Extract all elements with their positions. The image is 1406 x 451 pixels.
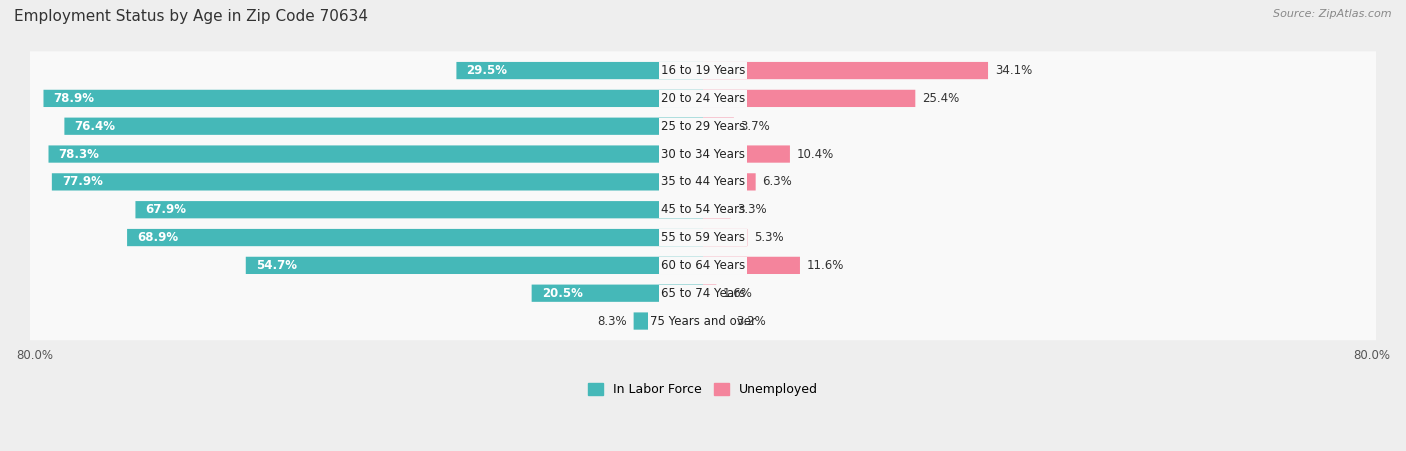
FancyBboxPatch shape: [65, 118, 703, 135]
Text: 6.3%: 6.3%: [762, 175, 792, 189]
FancyBboxPatch shape: [246, 257, 703, 274]
FancyBboxPatch shape: [703, 90, 915, 107]
Text: Source: ZipAtlas.com: Source: ZipAtlas.com: [1274, 9, 1392, 19]
Text: 8.3%: 8.3%: [598, 314, 627, 327]
FancyBboxPatch shape: [48, 145, 703, 163]
Text: 45 to 54 Years: 45 to 54 Years: [661, 203, 745, 216]
Text: 20 to 24 Years: 20 to 24 Years: [661, 92, 745, 105]
Legend: In Labor Force, Unemployed: In Labor Force, Unemployed: [583, 378, 823, 401]
FancyBboxPatch shape: [457, 62, 703, 79]
Text: 54.7%: 54.7%: [256, 259, 297, 272]
FancyBboxPatch shape: [28, 107, 1378, 145]
Text: 35 to 44 Years: 35 to 44 Years: [661, 175, 745, 189]
Text: Employment Status by Age in Zip Code 70634: Employment Status by Age in Zip Code 706…: [14, 9, 368, 24]
FancyBboxPatch shape: [28, 51, 1378, 90]
Text: 1.6%: 1.6%: [723, 287, 754, 300]
FancyBboxPatch shape: [703, 145, 790, 163]
Text: 3.7%: 3.7%: [741, 120, 770, 133]
Text: 3.2%: 3.2%: [737, 314, 766, 327]
Text: 25 to 29 Years: 25 to 29 Years: [661, 120, 745, 133]
Text: 11.6%: 11.6%: [807, 259, 844, 272]
FancyBboxPatch shape: [28, 218, 1378, 257]
Text: 20.5%: 20.5%: [541, 287, 582, 300]
Text: 55 to 59 Years: 55 to 59 Years: [661, 231, 745, 244]
Text: 5.3%: 5.3%: [754, 231, 783, 244]
FancyBboxPatch shape: [28, 190, 1378, 229]
Text: 25.4%: 25.4%: [922, 92, 959, 105]
Text: 16 to 19 Years: 16 to 19 Years: [661, 64, 745, 77]
FancyBboxPatch shape: [28, 274, 1378, 313]
FancyBboxPatch shape: [703, 201, 731, 218]
FancyBboxPatch shape: [703, 257, 800, 274]
FancyBboxPatch shape: [703, 285, 717, 302]
Text: 29.5%: 29.5%: [467, 64, 508, 77]
Text: 3.3%: 3.3%: [737, 203, 766, 216]
Text: 77.9%: 77.9%: [62, 175, 103, 189]
Text: 10.4%: 10.4%: [797, 147, 834, 161]
FancyBboxPatch shape: [44, 90, 703, 107]
FancyBboxPatch shape: [703, 313, 730, 330]
Text: 67.9%: 67.9%: [145, 203, 187, 216]
Text: 34.1%: 34.1%: [994, 64, 1032, 77]
FancyBboxPatch shape: [703, 229, 748, 246]
Text: 60 to 64 Years: 60 to 64 Years: [661, 259, 745, 272]
FancyBboxPatch shape: [531, 285, 703, 302]
FancyBboxPatch shape: [135, 201, 703, 218]
FancyBboxPatch shape: [703, 118, 734, 135]
FancyBboxPatch shape: [28, 302, 1378, 340]
Text: 75 Years and over: 75 Years and over: [650, 314, 756, 327]
Text: 68.9%: 68.9%: [138, 231, 179, 244]
Text: 30 to 34 Years: 30 to 34 Years: [661, 147, 745, 161]
Text: 78.9%: 78.9%: [53, 92, 94, 105]
FancyBboxPatch shape: [28, 163, 1378, 201]
FancyBboxPatch shape: [634, 313, 703, 330]
FancyBboxPatch shape: [703, 62, 988, 79]
FancyBboxPatch shape: [28, 135, 1378, 173]
FancyBboxPatch shape: [28, 246, 1378, 285]
FancyBboxPatch shape: [703, 173, 755, 190]
FancyBboxPatch shape: [28, 79, 1378, 118]
FancyBboxPatch shape: [127, 229, 703, 246]
Text: 76.4%: 76.4%: [75, 120, 115, 133]
Text: 78.3%: 78.3%: [59, 147, 100, 161]
Text: 65 to 74 Years: 65 to 74 Years: [661, 287, 745, 300]
FancyBboxPatch shape: [52, 173, 703, 190]
